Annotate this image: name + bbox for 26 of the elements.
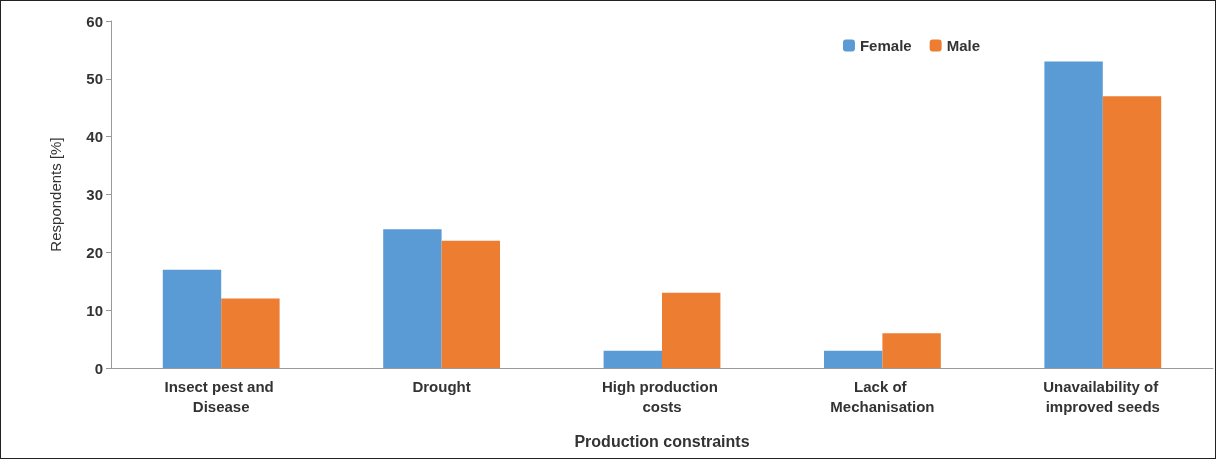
y-tick-label: 50	[86, 70, 103, 88]
y-tick-label: 60	[86, 12, 103, 30]
bar	[823, 350, 883, 368]
bar	[603, 350, 662, 368]
bar	[882, 333, 941, 368]
x-tick-label: Lack of Mechanisation	[830, 377, 935, 415]
x-tick-label: Insect pest and Disease	[164, 377, 278, 415]
bar	[441, 240, 501, 368]
bar	[1102, 96, 1162, 368]
y-tick-label: 40	[86, 128, 103, 146]
legend-label: Male	[946, 37, 981, 54]
x-tick-label: Drought	[412, 377, 471, 395]
bar	[1044, 61, 1103, 368]
bar	[383, 229, 442, 368]
bar	[221, 298, 280, 368]
x-tick-label: High production costs	[602, 377, 722, 415]
bar	[162, 269, 222, 368]
legend-label: Female	[859, 37, 912, 54]
y-axis-title: Respondents [%]	[47, 137, 64, 252]
y-tick-label: 10	[86, 301, 103, 319]
x-axis-title: Production constraints	[574, 432, 750, 450]
y-tick-label: 30	[86, 186, 103, 203]
bar	[662, 292, 721, 368]
y-tick-label: 20	[86, 243, 103, 261]
x-tick-label: Unavailability of improved seeds	[1043, 377, 1163, 415]
y-tick-label: 0	[94, 359, 103, 377]
